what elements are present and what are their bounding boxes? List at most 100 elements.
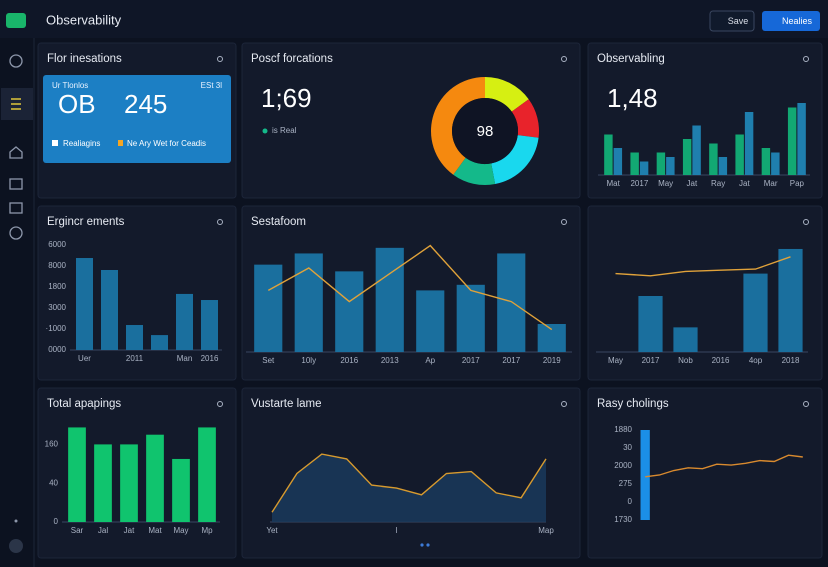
nav-icon[interactable] (9, 54, 23, 68)
app-title: Observability (46, 12, 122, 27)
top-bar (0, 0, 828, 38)
bar (375, 247, 404, 352)
panel-menu[interactable] (561, 56, 567, 62)
bar (778, 248, 803, 352)
y-tick-label: 0 (628, 497, 633, 506)
panel (241, 205, 581, 381)
save-button[interactable] (709, 10, 755, 32)
bar (198, 427, 216, 522)
card-label: OB (58, 89, 96, 119)
y-tick-label: 3000 (48, 303, 66, 312)
donut-slice (491, 135, 539, 185)
nav-icon[interactable] (9, 178, 23, 190)
donut-slice (485, 77, 529, 112)
nav-icon[interactable] (9, 226, 23, 240)
nav-icon[interactable] (9, 202, 23, 214)
x-tick-label: Uer (78, 354, 91, 363)
bar (126, 325, 143, 350)
x-tick-label: Nob (678, 356, 693, 365)
x-tick-label: 2017 (642, 356, 660, 365)
bar (120, 444, 138, 522)
panel-menu[interactable] (217, 401, 223, 407)
panel-title: Sestafoom (251, 216, 306, 228)
y-tick-label: 160 (45, 440, 59, 449)
panel-menu[interactable] (561, 401, 567, 407)
y-tick-label: 0000 (48, 345, 66, 354)
pager-dot[interactable] (426, 543, 430, 547)
bar (735, 134, 744, 175)
x-tick-label: Sar (71, 526, 84, 535)
x-tick-label: 2016 (340, 356, 358, 365)
bar (456, 284, 485, 352)
logo (6, 13, 26, 28)
y-tick-label: ·1000 (46, 324, 67, 333)
legend-label: Realiagins (63, 139, 100, 148)
panel-title: Observabling (597, 53, 665, 65)
bar (176, 293, 193, 350)
x-tick-label: May (608, 356, 623, 365)
bar (146, 434, 164, 522)
panels: Flor inesations Ur Tlonlos ESt 3l OB 245 Real… (37, 42, 823, 559)
legend-swatch (52, 140, 58, 146)
bar (718, 157, 728, 175)
bar (172, 458, 190, 522)
bar (692, 125, 701, 175)
panel-title: Ergincr ements (47, 216, 125, 228)
bar (630, 152, 639, 175)
card-value: 245 (124, 89, 167, 119)
donut-slice (453, 157, 496, 185)
x-tick-label: l (396, 526, 398, 535)
line (645, 454, 803, 478)
bar (709, 143, 718, 175)
bar (640, 430, 650, 520)
x-tick-label: May (173, 526, 188, 535)
panel-menu[interactable] (217, 219, 223, 225)
y-tick-label: 0 (54, 517, 59, 526)
pager-dot[interactable] (420, 543, 424, 547)
y-tick-label: 30 (623, 443, 632, 452)
y-tick-label: 1800 (48, 282, 66, 291)
bar (771, 152, 780, 175)
panel-title: Total apapings (47, 398, 121, 410)
panel-menu[interactable] (803, 56, 809, 62)
x-tick-label: Mp (201, 526, 213, 535)
user-avatar[interactable] (9, 539, 23, 553)
primary-button-label: Nealies (782, 16, 813, 26)
x-tick-label: Pap (790, 179, 805, 188)
panel-menu[interactable] (803, 401, 809, 407)
x-tick-label: Mar (764, 179, 778, 188)
legend-swatch (118, 140, 123, 146)
stat-card (43, 75, 231, 163)
bar (497, 253, 526, 352)
y-tick-label: 40 (49, 478, 58, 487)
panel-menu[interactable] (217, 56, 223, 62)
primary-button[interactable] (762, 11, 820, 31)
nav-icon[interactable] (9, 146, 23, 159)
bar (743, 273, 768, 352)
x-tick-label: Jat (124, 526, 135, 535)
y-tick-label: 2000 (614, 461, 632, 470)
y-tick-label: 1730 (614, 515, 632, 524)
line (267, 244, 553, 331)
y-tick-label: 6000 (48, 240, 66, 249)
x-tick-label: Jat (687, 179, 698, 188)
bar (416, 290, 445, 352)
bar (94, 444, 112, 522)
card-caption: Ur Tlonlos (52, 81, 88, 90)
bar (787, 107, 797, 175)
y-tick-label: 1880 (614, 425, 632, 434)
x-tick-label: Map (538, 526, 554, 535)
panel-menu[interactable] (561, 219, 567, 225)
x-tick-label: Ap (425, 356, 435, 365)
legend-label: is Real (272, 126, 297, 135)
panel-title: Vustarte lame (251, 398, 322, 410)
x-tick-label: 2017 (462, 356, 480, 365)
bar (639, 161, 649, 175)
x-tick-label: Ray (711, 179, 725, 188)
panel-menu[interactable] (803, 219, 809, 225)
area-line (271, 453, 547, 513)
x-tick-label: 2016 (712, 356, 730, 365)
x-tick-label: 4op (749, 356, 763, 365)
nav-icon (11, 98, 21, 110)
